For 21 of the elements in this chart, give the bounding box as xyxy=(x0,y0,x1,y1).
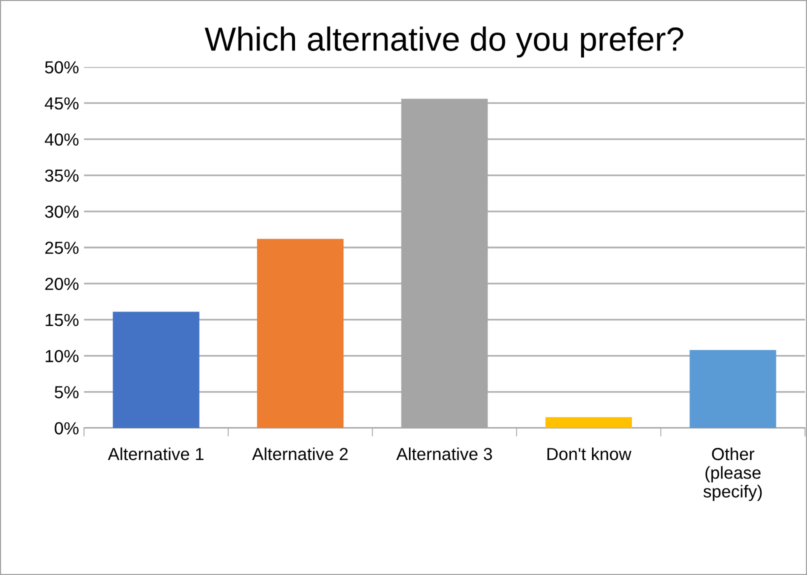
bar xyxy=(690,350,776,428)
x-tick-label: Alternative 1 xyxy=(108,447,204,460)
y-tick-label: 25% xyxy=(45,242,79,254)
x-tick-label: Alternative 2 xyxy=(252,447,348,460)
x-tick-label: Alternative 3 xyxy=(396,447,492,460)
y-tick-label: 0% xyxy=(54,422,79,434)
y-tick-label: 15% xyxy=(46,314,79,326)
y-tick-label: 10% xyxy=(46,350,79,362)
y-tick-label: 45% xyxy=(44,97,79,110)
y-tick-label: 5% xyxy=(54,386,79,398)
y-tick-label: 35% xyxy=(45,169,79,182)
y-tick-label: 50% xyxy=(45,61,79,74)
y-tick-label: 40% xyxy=(44,133,79,146)
x-tick-label: Don't know xyxy=(547,447,632,460)
x-tick-label: Other (please specify) xyxy=(703,447,762,502)
y-tick-label: 30% xyxy=(45,206,79,218)
bar xyxy=(112,312,200,428)
chart-title: Which alternative do you prefer? xyxy=(204,26,684,58)
y-tick-label: 20% xyxy=(45,278,79,290)
bar xyxy=(257,238,344,428)
bar xyxy=(545,417,632,428)
